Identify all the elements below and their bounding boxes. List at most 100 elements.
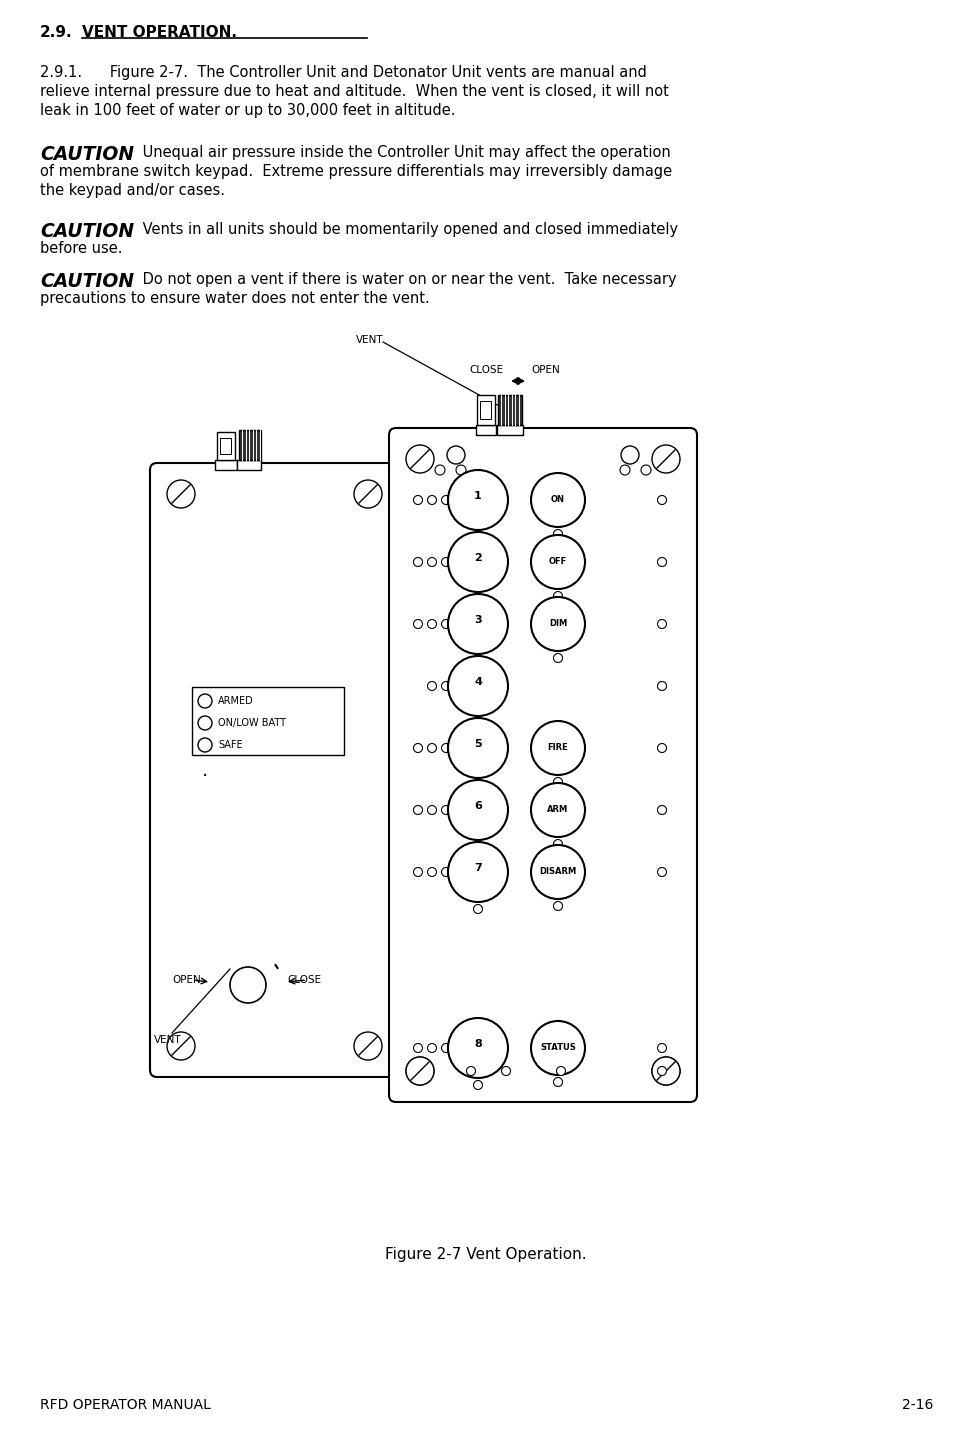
Circle shape [448, 780, 508, 840]
Text: VENT OPERATION.: VENT OPERATION. [82, 24, 237, 40]
Circle shape [466, 1067, 476, 1076]
Circle shape [531, 1021, 585, 1076]
Circle shape [427, 619, 437, 628]
Text: leak in 100 feet of water or up to 30,000 feet in altitude.: leak in 100 feet of water or up to 30,00… [40, 104, 455, 118]
FancyBboxPatch shape [389, 428, 697, 1102]
Circle shape [442, 743, 450, 753]
Text: CLOSE: CLOSE [469, 364, 503, 374]
Text: relieve internal pressure due to heat and altitude.  When the vent is closed, it: relieve internal pressure due to heat an… [40, 84, 668, 99]
Bar [498, 395, 522, 425]
Circle shape [658, 495, 667, 504]
Text: STATUS: STATUS [540, 1044, 576, 1053]
Text: of membrane switch keypad.  Extreme pressure differentials may irreversibly dama: of membrane switch keypad. Extreme press… [40, 164, 672, 179]
Text: 2.9.1.      Figure 2-7.  The Controller Unit and Detonator Unit vents are manual: 2.9.1. Figure 2-7. The Controller Unit a… [40, 65, 647, 81]
Circle shape [230, 968, 266, 1004]
Circle shape [474, 780, 483, 789]
Bar [215, 459, 237, 469]
Text: FIRE: FIRE [548, 743, 568, 753]
Text: ON/LOW BATT: ON/LOW BATT [218, 719, 286, 729]
Text: ARMED: ARMED [218, 696, 254, 706]
Bar [480, 400, 491, 419]
Text: Vents in all units should be momentarily opened and closed immediately: Vents in all units should be momentarily… [138, 222, 678, 238]
Text: ·: · [202, 768, 208, 786]
Circle shape [531, 472, 585, 527]
Text: RFD OPERATOR MANUAL: RFD OPERATOR MANUAL [40, 1398, 211, 1413]
Circle shape [531, 783, 585, 837]
Circle shape [474, 595, 483, 603]
Bar [477, 395, 495, 425]
Circle shape [414, 743, 422, 753]
Circle shape [658, 1044, 667, 1053]
Text: OFF: OFF [549, 557, 567, 566]
Circle shape [474, 842, 483, 851]
Bar [237, 459, 261, 469]
Circle shape [198, 694, 212, 708]
Circle shape [442, 867, 450, 877]
Text: ON: ON [551, 495, 565, 504]
Circle shape [652, 1057, 680, 1084]
Text: VENT: VENT [356, 336, 383, 346]
Circle shape [448, 531, 508, 592]
Circle shape [448, 469, 508, 530]
Circle shape [531, 598, 585, 651]
Circle shape [658, 867, 667, 877]
Circle shape [414, 867, 422, 877]
Circle shape [456, 465, 466, 475]
Circle shape [658, 681, 667, 691]
Circle shape [474, 719, 483, 727]
Circle shape [427, 743, 437, 753]
Circle shape [427, 681, 437, 691]
Text: OPEN: OPEN [172, 975, 200, 985]
Circle shape [354, 480, 382, 508]
Circle shape [414, 619, 422, 628]
Text: VENT: VENT [154, 1035, 182, 1045]
Text: 3: 3 [474, 615, 482, 625]
Text: DIM: DIM [549, 619, 567, 628]
Bar [476, 425, 496, 435]
Circle shape [427, 867, 437, 877]
Text: CAUTION: CAUTION [40, 145, 134, 164]
Text: CAUTION: CAUTION [40, 222, 134, 240]
Bar [217, 432, 235, 459]
Circle shape [554, 901, 562, 910]
Circle shape [474, 533, 483, 541]
Circle shape [448, 593, 508, 654]
Circle shape [554, 1077, 562, 1087]
Circle shape [658, 1067, 667, 1076]
Circle shape [448, 1018, 508, 1079]
Circle shape [427, 557, 437, 566]
Bar [220, 438, 231, 454]
Circle shape [435, 465, 445, 475]
Circle shape [427, 495, 437, 504]
Circle shape [427, 805, 437, 815]
Circle shape [448, 657, 508, 716]
Circle shape [167, 1032, 195, 1060]
Circle shape [474, 904, 483, 913]
Circle shape [167, 480, 195, 508]
Circle shape [531, 845, 585, 899]
Text: SAFE: SAFE [218, 740, 242, 750]
Text: 8: 8 [474, 1040, 482, 1048]
FancyBboxPatch shape [150, 464, 399, 1077]
Text: the keypad and/or cases.: the keypad and/or cases. [40, 183, 225, 197]
Circle shape [442, 557, 450, 566]
Text: 7: 7 [474, 863, 482, 873]
Circle shape [198, 716, 212, 730]
Circle shape [442, 805, 450, 815]
Circle shape [414, 557, 422, 566]
Circle shape [414, 495, 422, 504]
Bar [192, 687, 344, 755]
Text: Unequal air pressure inside the Controller Unit may affect the operation: Unequal air pressure inside the Controll… [138, 145, 670, 160]
Text: Do not open a vent if there is water on or near the vent.  Take necessary: Do not open a vent if there is water on … [138, 272, 676, 287]
Text: CAUTION: CAUTION [40, 272, 134, 291]
Circle shape [641, 465, 651, 475]
Circle shape [442, 495, 450, 504]
Text: 2: 2 [474, 553, 482, 563]
Circle shape [621, 446, 639, 464]
Circle shape [557, 1067, 565, 1076]
Circle shape [414, 805, 422, 815]
Circle shape [554, 840, 562, 848]
Circle shape [658, 557, 667, 566]
Circle shape [427, 1044, 437, 1053]
Circle shape [414, 1044, 422, 1053]
